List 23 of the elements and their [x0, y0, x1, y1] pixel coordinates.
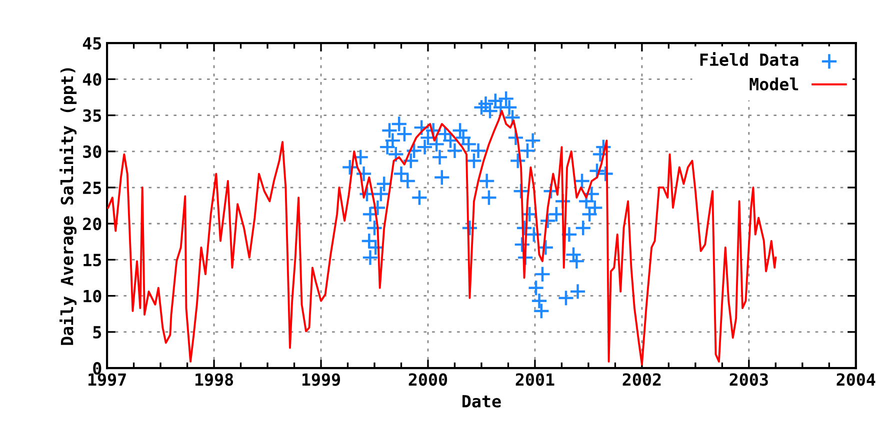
- y-tick-label: 30: [83, 145, 102, 158]
- y-tick-label: 20: [83, 218, 102, 230]
- x-tick-label: 2002: [622, 373, 661, 386]
- y-axis-title: Daily Average Salinity (ppt): [60, 68, 77, 345]
- y-tick-label: 35: [83, 109, 102, 122]
- x-tick-label: 2000: [408, 373, 448, 386]
- line-series: [107, 110, 777, 366]
- legend-label: Model: [750, 78, 798, 90]
- legend-label: Field Data: [700, 52, 798, 66]
- x-tick-label: 2001: [516, 373, 554, 386]
- x-tick-label: 1998: [195, 373, 234, 386]
- y-tick-label: 10: [84, 290, 102, 302]
- y-tick-label: 25: [83, 181, 102, 194]
- x-axis-title: Date: [462, 395, 501, 408]
- x-tick-label: 1999: [302, 373, 340, 386]
- y-tick-label: 45: [82, 37, 102, 50]
- y-tick-label: 15: [84, 254, 102, 266]
- y-tick-label: 40: [82, 73, 102, 86]
- x-tick-label: 1997: [88, 373, 126, 386]
- x-tick-label: 2004: [836, 373, 876, 386]
- y-tick-label: 5: [93, 326, 102, 339]
- y-tick-label: 0: [93, 362, 102, 375]
- x-tick-label: 2003: [730, 373, 768, 386]
